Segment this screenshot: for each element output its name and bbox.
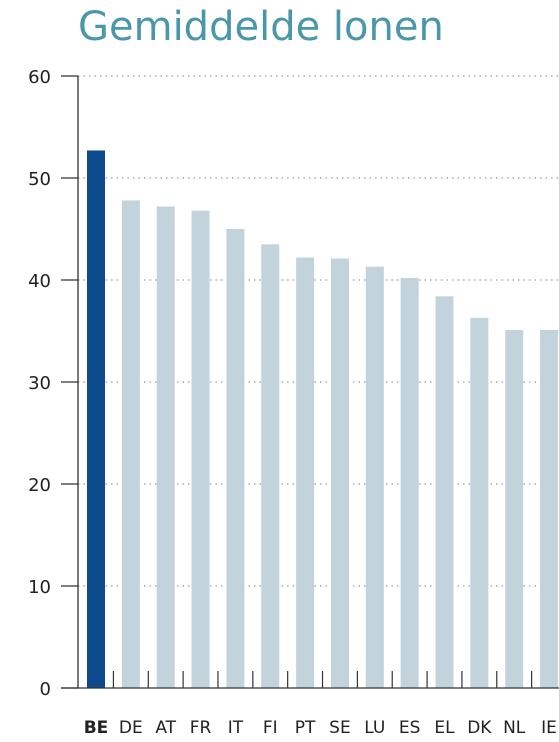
bar-es [400,277,419,688]
bar-fr [191,210,210,688]
x-label-dk: DK [467,718,492,738]
bar-de [121,200,140,688]
x-axis-labels: BE DE AT FR IT FI PT SE LU ES EL DK NL IE [84,718,557,738]
bar-it [226,229,245,688]
x-label-nl: NL [503,718,526,738]
x-label-es: ES [399,718,421,738]
bar-lu [365,266,384,688]
y-axis-ticks: 0 10 20 30 40 50 60 [28,67,78,700]
x-label-fr: FR [190,718,212,738]
bar-nl [505,329,524,688]
x-label-el: EL [434,718,455,738]
bar-at [156,206,175,688]
y-tick-label-50: 50 [28,169,51,190]
x-label-at: AT [155,718,176,738]
bar-el [435,296,454,688]
bar-se [330,258,349,688]
y-tick-label-20: 20 [28,475,51,496]
bar-ie [540,329,559,688]
x-label-se: SE [329,718,351,738]
chart-title: Gemiddelde lonen [78,4,444,50]
bar-fi [261,244,280,689]
x-label-ie: IE [541,718,557,738]
y-tick-label-40: 40 [28,271,51,292]
x-label-fi: FI [263,718,278,738]
x-label-de: DE [119,718,143,738]
bars [87,150,559,689]
bar-be [87,150,105,688]
x-label-pt: PT [295,718,316,738]
bar-pt [296,257,315,688]
x-label-it: IT [228,718,244,738]
x-label-lu: LU [364,718,385,738]
y-tick-label-30: 30 [28,373,51,394]
y-tick-label-60: 60 [28,67,51,88]
bar-dk [470,317,489,688]
x-axis-ticks [112,671,533,688]
y-tick-label-0: 0 [40,679,51,700]
y-tick-label-10: 10 [28,577,51,598]
x-label-be: BE [84,718,109,738]
